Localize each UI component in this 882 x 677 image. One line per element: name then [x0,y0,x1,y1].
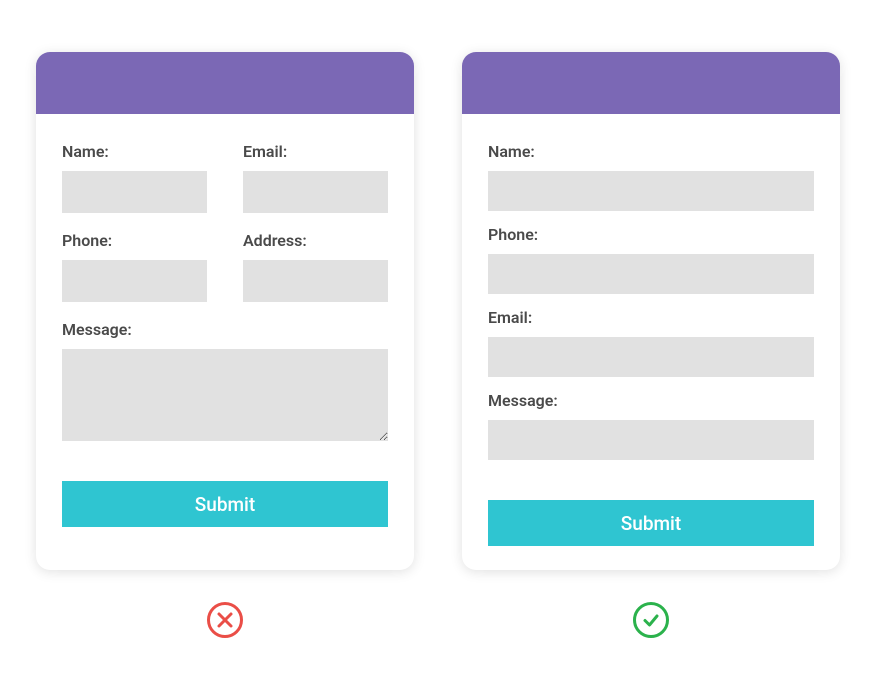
input-message[interactable] [62,349,388,441]
label-name: Name: [488,142,814,161]
comparison-container: Name: Email: Phone: Address: [0,0,882,570]
label-message: Message: [488,391,814,410]
field-address: Address: [243,231,388,302]
field-phone: Phone: [62,231,207,302]
submit-button[interactable]: Submit [62,481,388,527]
verdict-wrong [36,602,414,638]
label-name: Name: [62,142,207,161]
row-phone-address: Phone: Address: [62,231,388,320]
card-body: Name: Email: Phone: Address: [36,114,414,551]
check-icon [633,602,669,638]
label-phone: Phone: [62,231,207,250]
input-message[interactable] [488,420,814,460]
input-phone[interactable] [62,260,207,302]
label-email: Email: [243,142,388,161]
input-address[interactable] [243,260,388,302]
form-card-wrong: Name: Email: Phone: Address: [36,52,414,570]
x-icon [207,602,243,638]
card-header [462,52,840,114]
submit-button[interactable]: Submit [488,500,814,546]
verdict-icons-row [0,602,882,638]
form-card-correct: Name: Phone: Email: Message: Submit [462,52,840,570]
input-email[interactable] [488,337,814,377]
field-phone: Phone: [488,225,814,294]
field-email: Email: [488,308,814,377]
card-body: Name: Phone: Email: Message: Submit [462,114,840,570]
field-message: Message: [488,391,814,460]
label-email: Email: [488,308,814,327]
label-message: Message: [62,320,388,339]
input-phone[interactable] [488,254,814,294]
label-address: Address: [243,231,388,250]
field-name: Name: [488,142,814,211]
field-message: Message: [62,320,388,445]
field-email: Email: [243,142,388,213]
label-phone: Phone: [488,225,814,244]
input-name[interactable] [62,171,207,213]
row-name-email: Name: Email: [62,142,388,231]
card-header [36,52,414,114]
input-email[interactable] [243,171,388,213]
input-name[interactable] [488,171,814,211]
verdict-correct [462,602,840,638]
field-name: Name: [62,142,207,213]
